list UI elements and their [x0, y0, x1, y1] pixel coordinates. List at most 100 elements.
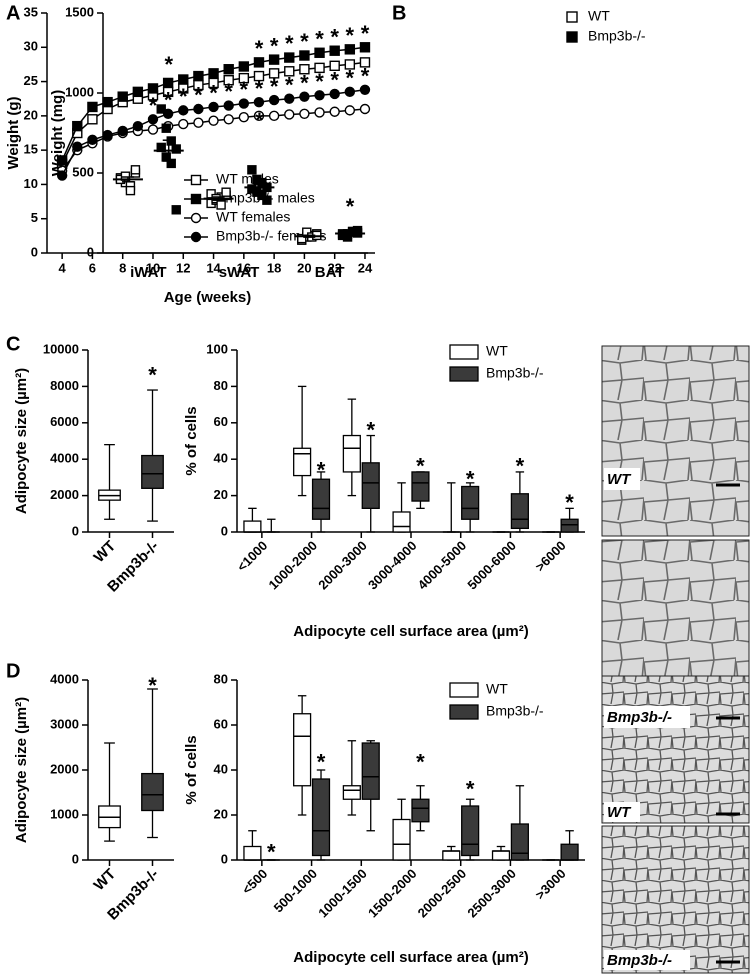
significance: *	[285, 72, 294, 97]
marker	[314, 62, 325, 74]
marker	[253, 57, 265, 68]
significance: *	[164, 87, 173, 112]
x-tick-label: 1000-2000	[266, 538, 321, 593]
marker	[208, 101, 219, 113]
image-label: Bmp3b-/-	[607, 952, 672, 969]
x-tick-label: BAT	[315, 264, 345, 281]
marker	[284, 109, 295, 120]
y-axis-title: Weight (g)	[5, 96, 22, 169]
significance: *	[466, 777, 475, 802]
box	[361, 742, 380, 800]
y-tick-label: 25	[24, 73, 38, 88]
significance: *	[267, 840, 276, 865]
y-axis-title: % of cells	[183, 406, 200, 475]
marker	[161, 123, 171, 133]
marker	[268, 68, 280, 79]
significance: *	[255, 108, 264, 133]
box	[510, 493, 529, 530]
marker	[268, 110, 280, 122]
significance: *	[270, 33, 279, 58]
image-label: WT	[607, 471, 632, 488]
box	[392, 818, 411, 861]
marker	[329, 60, 340, 71]
legend-swatch	[449, 682, 479, 698]
y-tick-label: 60	[214, 716, 228, 731]
significance: *	[565, 490, 574, 515]
x-tick-label: 20	[297, 260, 311, 275]
marker	[193, 70, 204, 82]
x-tick-label: <1000	[234, 538, 270, 574]
significance: *	[194, 83, 203, 108]
legend-swatch	[449, 366, 479, 382]
marker	[344, 105, 356, 116]
marker	[223, 100, 234, 111]
box	[361, 462, 380, 509]
x-tick-label: 12	[176, 260, 190, 275]
significance: *	[270, 74, 279, 99]
marker	[344, 44, 356, 55]
marker	[208, 68, 219, 79]
significance: *	[346, 66, 355, 91]
marker	[284, 66, 295, 77]
marker	[329, 88, 340, 100]
y-tick-label: 20	[24, 107, 38, 122]
image-label: WT	[607, 804, 632, 821]
x-tick-label: 5000-6000	[464, 538, 519, 593]
y-tick-label: 0	[72, 523, 79, 538]
significance: *	[149, 93, 158, 118]
significance: *	[361, 63, 370, 88]
marker	[359, 103, 371, 115]
marker	[268, 94, 280, 106]
x-tick-label: <500	[239, 866, 270, 897]
y-tick-label: 0	[87, 244, 94, 259]
significance: *	[361, 21, 370, 46]
marker	[87, 114, 98, 125]
x-tick-label: 16	[237, 260, 251, 275]
x-tick-label: 4	[59, 260, 67, 275]
box	[392, 511, 411, 533]
significance: *	[300, 29, 309, 54]
legend-label: WT females	[216, 209, 290, 225]
legend-label: Bmp3b-/-	[486, 365, 544, 381]
significance: *	[164, 52, 173, 77]
significance: *	[255, 36, 264, 61]
y-axis-title: Adipocyte size (µm²)	[13, 368, 30, 514]
marker	[87, 101, 98, 113]
x-tick-label: 1000-1500	[315, 866, 370, 921]
y-tick-label: 4000	[50, 671, 79, 686]
y-tick-label: 500	[72, 164, 94, 179]
significance: *	[366, 417, 375, 442]
marker	[238, 72, 250, 84]
marker	[253, 96, 265, 108]
marker	[190, 212, 202, 224]
x-tick-label: 4000-5000	[415, 538, 470, 593]
significance: *	[317, 750, 326, 775]
y-tick-label: 100	[206, 341, 228, 356]
y-tick-label: 1000	[50, 806, 79, 821]
box	[141, 772, 164, 812]
significance: *	[346, 23, 355, 48]
histology-images: WT Bmp3b-/- WT Bmp3b-/-	[601, 345, 750, 974]
marker	[102, 129, 113, 141]
significance: *	[315, 26, 324, 51]
legend-label: Bmp3b-/-	[486, 703, 544, 719]
panel-label: B	[392, 2, 406, 24]
marker	[166, 158, 176, 169]
marker	[223, 64, 234, 75]
box	[293, 447, 312, 477]
x-tick-label: 2000-2500	[415, 866, 470, 921]
significance: *	[148, 673, 157, 698]
marker	[314, 90, 325, 101]
marker	[299, 91, 310, 102]
marker	[147, 124, 159, 135]
box	[411, 798, 430, 823]
marker	[125, 185, 136, 196]
marker	[132, 120, 144, 132]
legend-label: WT	[486, 681, 508, 697]
marker	[359, 57, 371, 68]
marker	[566, 11, 578, 23]
marker	[297, 233, 307, 244]
marker	[72, 120, 83, 132]
significance: *	[346, 194, 355, 219]
